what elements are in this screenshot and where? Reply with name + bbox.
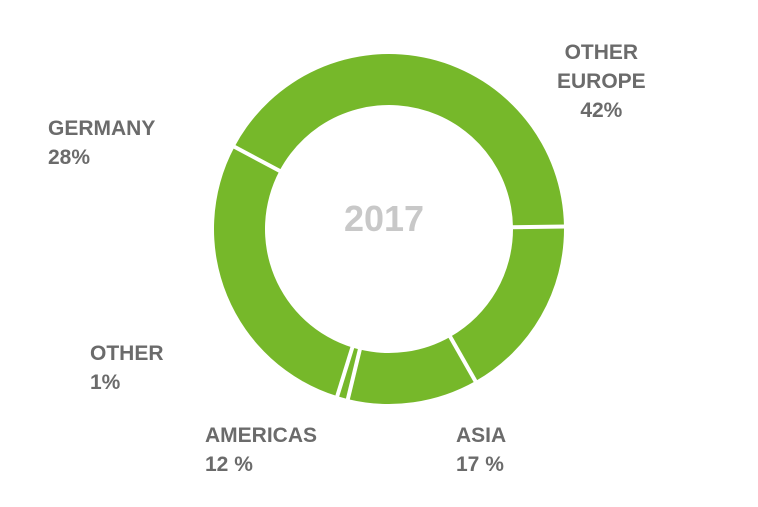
donut-slice-asia xyxy=(450,226,565,382)
donut-slice-other xyxy=(337,347,360,400)
slice-value: 17 % xyxy=(456,453,504,476)
slice-value: 1% xyxy=(90,371,121,394)
slice-separator xyxy=(345,347,363,402)
center-year-label: 2017 xyxy=(343,198,425,239)
slice-separator xyxy=(447,334,479,384)
slice-label-germany: GERMANY 28% xyxy=(48,114,155,172)
slice-separator xyxy=(334,344,355,399)
slice-value: 28% xyxy=(48,146,91,169)
donut-slice-germany xyxy=(213,146,353,397)
slice-value: 12 % xyxy=(205,453,253,476)
slice-value: 42% xyxy=(580,99,623,122)
slice-label-other: OTHER 1% xyxy=(90,339,164,397)
slice-name: AMERICAS xyxy=(205,424,318,447)
slice-name-line-1: OTHER xyxy=(564,41,639,64)
slice-name: OTHER xyxy=(90,342,164,365)
slice-separator xyxy=(231,144,283,174)
slice-name-line-2: EUROPE xyxy=(557,70,646,93)
donut-slice-other-europe xyxy=(234,54,564,228)
slice-label-americas: AMERICAS 12 % xyxy=(205,421,317,479)
slice-name: ASIA xyxy=(456,424,507,447)
slice-label-asia: ASIA 17 % xyxy=(456,421,506,479)
slice-separator xyxy=(510,224,567,230)
slice-label-other-europe: OTHER EUROPE 42% xyxy=(557,38,646,125)
donut-slice-americas xyxy=(347,336,476,404)
slice-name: GERMANY xyxy=(48,117,156,140)
